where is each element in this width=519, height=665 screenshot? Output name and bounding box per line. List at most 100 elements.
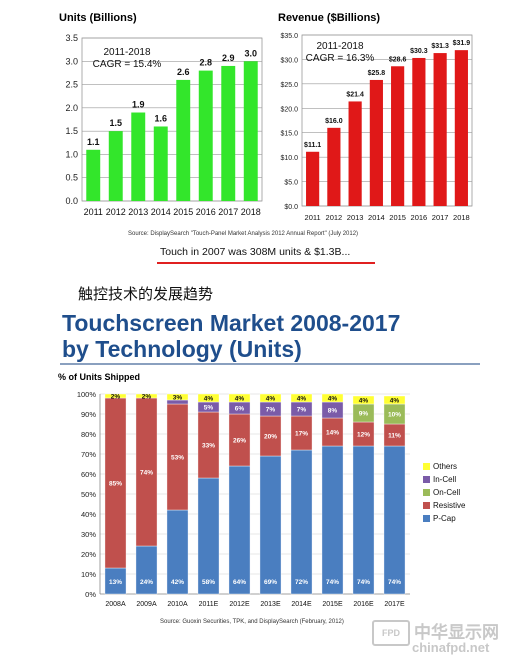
x-tick-label: 2016 xyxy=(196,207,216,217)
data-label: $25.8 xyxy=(368,70,386,77)
segment-label: 4% xyxy=(235,396,245,403)
segment-label: 20% xyxy=(264,434,277,441)
y-tick-label: 60% xyxy=(81,470,96,479)
segment-label: 2% xyxy=(111,394,121,401)
data-label: 2.9 xyxy=(222,53,235,63)
segment-label: 58% xyxy=(202,579,215,586)
segment-label: 33% xyxy=(202,443,215,450)
y-tick-label: $20.0 xyxy=(280,106,298,113)
bar xyxy=(348,101,362,206)
segment-label: 17% xyxy=(295,431,308,438)
stack-segment xyxy=(321,445,344,595)
legend-label: Resistive xyxy=(433,501,466,510)
cagr-annotation-line-1: 2011-2018 xyxy=(103,47,151,58)
bar xyxy=(433,53,447,206)
bar xyxy=(221,65,236,201)
stack-segment xyxy=(259,393,282,403)
data-label: $21.4 xyxy=(346,91,364,98)
cagr-annotation-line-2: CAGR = 15.4% xyxy=(93,59,162,70)
x-tick-label: 2013 xyxy=(347,213,364,222)
x-tick-label: 2016 xyxy=(411,213,428,222)
segment-label: 85% xyxy=(109,481,122,488)
watermark-url: chinafpd.net xyxy=(412,640,490,655)
segment-label: 74% xyxy=(326,579,339,586)
data-label: $16.0 xyxy=(325,118,343,125)
segment-label: 14% xyxy=(326,430,339,437)
data-label: 2.6 xyxy=(177,67,190,77)
chart-title: Revenue ($Billions) xyxy=(278,12,380,24)
bar xyxy=(412,57,426,206)
x-tick-label: 2012 xyxy=(106,207,126,217)
y-tick-label: 70% xyxy=(81,450,96,459)
source2-caption: Source: Guoxin Securities, TPK, and Disp… xyxy=(160,619,344,625)
segment-label: 4% xyxy=(359,398,369,405)
stack-segment xyxy=(135,545,158,595)
x-tick-label: 2014E xyxy=(291,601,312,608)
data-label: 1.1 xyxy=(87,137,100,147)
data-label: 1.5 xyxy=(109,118,122,128)
y-tick-label: $15.0 xyxy=(280,131,298,138)
y-tick-label: 100% xyxy=(77,390,97,399)
cagr-annotation-line-2: CAGR = 16.3% xyxy=(306,53,375,64)
stack-segment xyxy=(383,395,406,405)
segment-label: 42% xyxy=(171,579,184,586)
stack-segment xyxy=(259,455,282,595)
y-tick-label: 3.5 xyxy=(65,33,78,43)
legend-swatch xyxy=(423,476,430,483)
x-tick-label: 2013E xyxy=(260,601,281,608)
bar xyxy=(108,131,123,201)
stack-segment xyxy=(197,477,220,595)
y-tick-label: 1.0 xyxy=(65,149,78,159)
segment-label: 2% xyxy=(142,394,152,401)
data-label: $31.9 xyxy=(453,40,471,47)
legend-swatch xyxy=(423,502,430,509)
segment-label: 74% xyxy=(357,579,370,586)
y-tick-label: $10.0 xyxy=(280,155,298,162)
segment-label: 26% xyxy=(233,438,246,445)
watermark-cn: 中华显示网 xyxy=(414,623,499,643)
y-tick-label: 10% xyxy=(81,570,96,579)
segment-label: 3% xyxy=(173,395,183,402)
y-tick-label: 20% xyxy=(81,550,96,559)
segment-label: 10% xyxy=(388,412,401,419)
segment-label: 24% xyxy=(140,579,153,586)
fpd-logo: FPD xyxy=(372,620,410,646)
data-label: 1.9 xyxy=(132,100,145,110)
segment-label: 8% xyxy=(328,408,338,415)
data-label: $31.3 xyxy=(431,43,449,50)
main-title-line-2: by Technology (Units) xyxy=(62,336,302,362)
legend-swatch xyxy=(423,515,430,522)
cagr-annotation-line-1: 2011-2018 xyxy=(316,41,364,52)
y-tick-label: 2.5 xyxy=(65,80,78,90)
units-chart: Units (Billions) 0.0 0.5 1.0 1.5 2.0 2.5 3.0 3.5… xyxy=(59,12,263,217)
segment-label: 64% xyxy=(233,579,246,586)
segment-label: 69% xyxy=(264,579,277,586)
x-tick-label: 2011E xyxy=(199,601,219,608)
y-tick-label: 30% xyxy=(81,530,96,539)
data-label: 1.6 xyxy=(154,113,167,123)
segment-label: 4% xyxy=(390,398,400,405)
y-tick-label: $25.0 xyxy=(280,82,298,89)
revenue-chart: Revenue ($Billions) $0.0 $5.0 $10.0 $15.0 $20… xyxy=(278,12,473,222)
stack-segment xyxy=(383,445,406,595)
stack-segment xyxy=(228,393,251,403)
bar xyxy=(369,79,383,206)
cn-heading: 触控技术的发展趋势 xyxy=(78,285,214,303)
segment-label: 11% xyxy=(388,433,401,440)
y-tick-label: 1.5 xyxy=(65,126,78,136)
bar xyxy=(306,151,320,206)
y-tick-label: 90% xyxy=(81,410,96,419)
legend-label: On-Cell xyxy=(433,488,460,497)
segment-label: 12% xyxy=(357,432,370,439)
bar xyxy=(454,50,468,206)
data-label: $28.6 xyxy=(389,56,407,63)
x-tick-label: 2010A xyxy=(167,601,188,608)
x-tick-label: 2018 xyxy=(241,207,261,217)
stack-segment xyxy=(321,393,344,403)
y-tick-label: 40% xyxy=(81,510,96,519)
legend-label: In-Cell xyxy=(433,475,456,484)
stack-segment xyxy=(197,393,220,403)
x-tick-label: 2008A xyxy=(105,601,126,608)
touch-note-underline xyxy=(157,262,375,264)
legend-label: P-Cap xyxy=(433,514,456,523)
